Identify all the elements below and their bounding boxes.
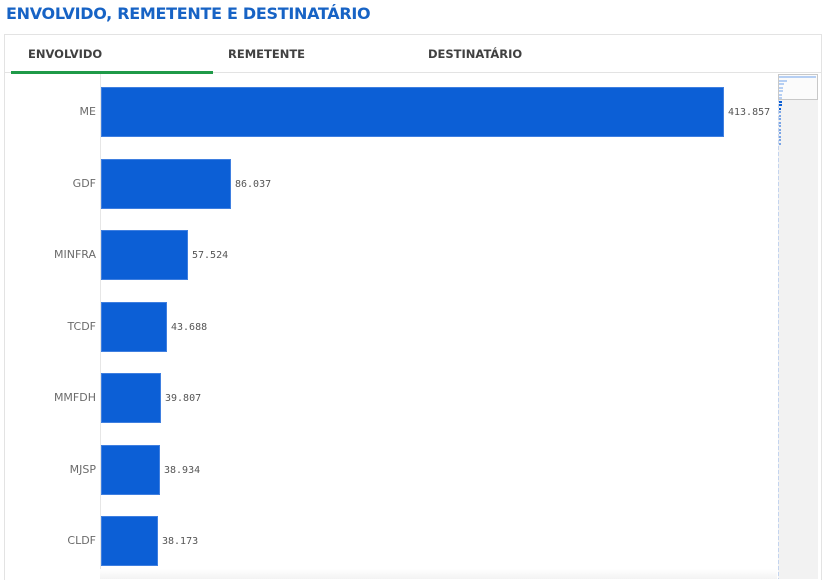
bar-row[interactable]: CLDF 38.173 <box>5 516 777 566</box>
chart-title: ENVOLVIDO, REMETENTE E DESTINATÁRIO <box>6 4 371 23</box>
value-label: 57.524 <box>192 250 229 261</box>
value-label: 38.934 <box>164 465 201 476</box>
chart-panel: ENVOLVIDO REMETENTE DESTINATÁRIO ME 413.8… <box>4 34 822 580</box>
minimap-bar <box>779 121 781 124</box>
category-label: MJSP <box>69 463 96 476</box>
minimap-bar <box>779 139 781 141</box>
minimap-bar <box>779 111 781 113</box>
minimap-bar <box>779 125 781 127</box>
value-label: 39.807 <box>165 393 202 404</box>
value-label: 413.857 <box>728 107 771 118</box>
bar-row[interactable]: MINFRA 57.524 <box>5 230 777 280</box>
y-axis-line <box>100 74 101 579</box>
minimap-track <box>778 74 779 579</box>
bar[interactable] <box>101 159 231 209</box>
tab-destinatario[interactable]: DESTINATÁRIO <box>428 47 523 61</box>
category-label: MMFDH <box>53 391 96 404</box>
bar[interactable] <box>101 516 158 566</box>
category-label: TCDF <box>67 320 96 333</box>
minimap-bar <box>779 132 781 134</box>
minimap-bar <box>779 118 781 120</box>
minimap-bar <box>779 100 782 103</box>
minimap-bar <box>779 128 781 131</box>
bar-row[interactable]: MJSP 38.934 <box>5 445 777 495</box>
minimap-bar <box>779 142 781 145</box>
bar[interactable] <box>101 230 188 280</box>
bar-row[interactable]: TCDF 43.688 <box>5 302 777 352</box>
bar-row[interactable]: ME 413.857 <box>5 87 777 137</box>
minimap-viewport-handle[interactable] <box>778 74 818 100</box>
tab-bar: ENVOLVIDO REMETENTE DESTINATÁRIO <box>5 35 821 74</box>
bar-chart: ME 413.857 GDF 86.037 MINFRA 57.524 TCDF 43.688… <box>5 74 777 579</box>
bottom-fade <box>100 569 777 579</box>
bar[interactable] <box>101 302 167 352</box>
bar-row[interactable]: GDF 86.037 <box>5 159 777 209</box>
bar[interactable] <box>101 373 161 423</box>
category-label: ME <box>79 105 96 118</box>
minimap-bar <box>779 107 781 110</box>
category-label: MINFRA <box>53 248 96 261</box>
minimap-bar <box>779 135 781 138</box>
minimap-bar <box>779 104 782 106</box>
minimap-scrollbar[interactable] <box>778 74 818 579</box>
category-label: CLDF <box>67 534 96 547</box>
category-label: GDF <box>72 177 96 190</box>
bar-row[interactable]: MMFDH 39.807 <box>5 373 777 423</box>
value-label: 38.173 <box>162 536 199 547</box>
bar[interactable] <box>101 87 724 137</box>
value-label: 86.037 <box>235 179 272 190</box>
bar[interactable] <box>101 445 160 495</box>
value-label: 43.688 <box>171 322 208 333</box>
tab-envolvido[interactable]: ENVOLVIDO <box>10 35 214 74</box>
minimap-bar <box>779 114 781 117</box>
tab-remetente[interactable]: REMETENTE <box>228 47 306 61</box>
